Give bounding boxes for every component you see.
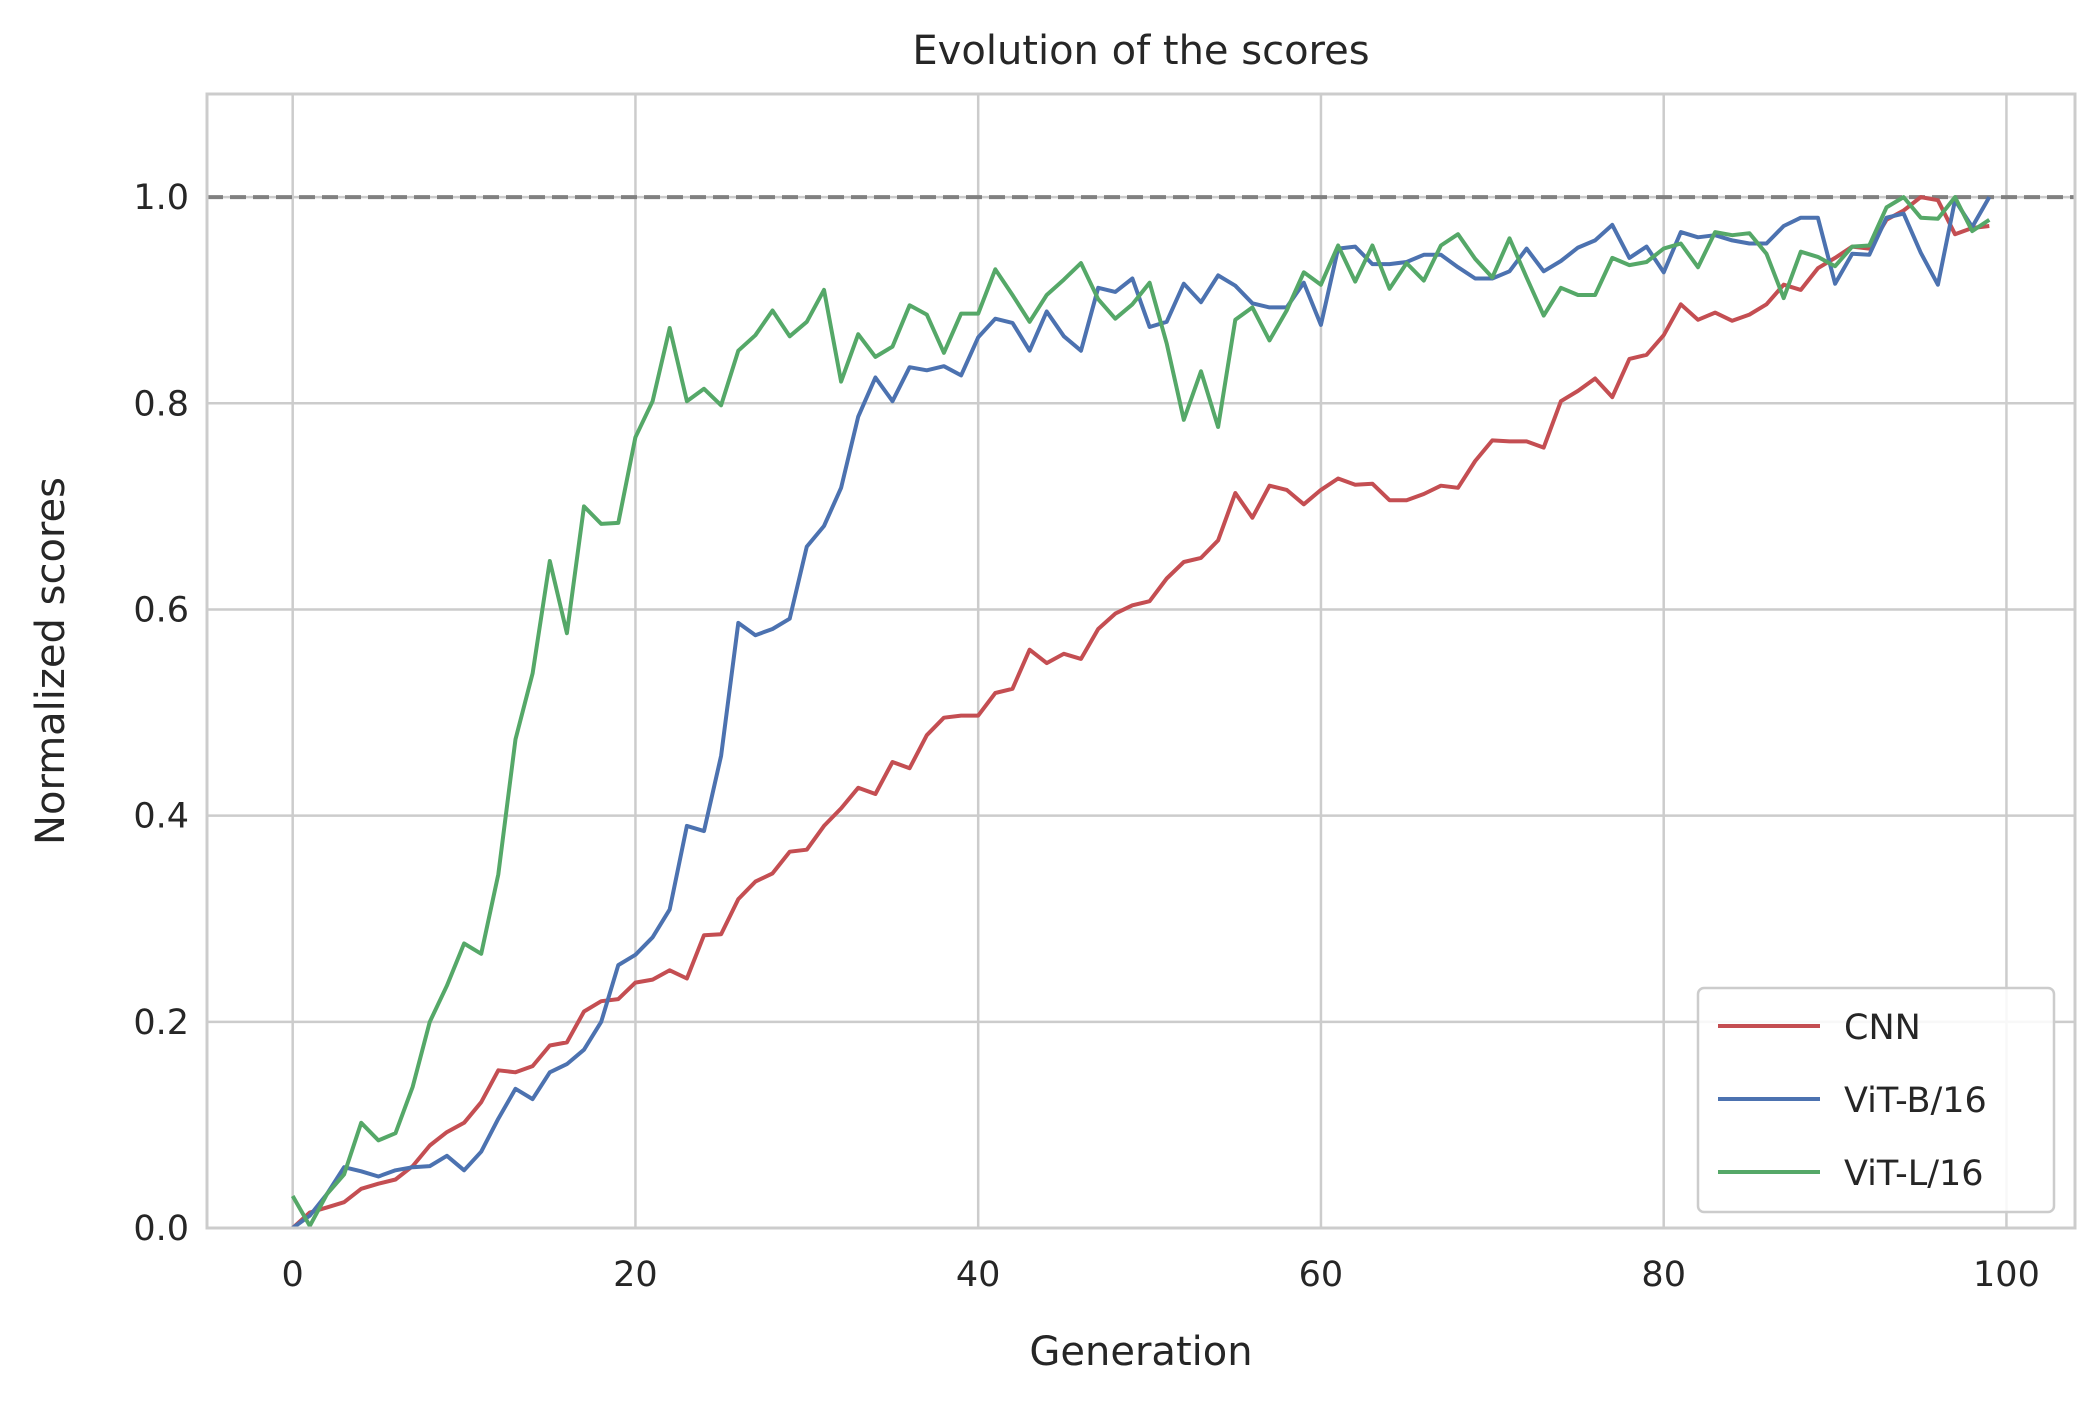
legend-label: ViT-B/16	[1844, 1081, 1987, 1121]
y-tick-label: 0.4	[133, 797, 189, 837]
series-line-vit-b-16	[291, 196, 1992, 1230]
x-tick-label: 60	[1299, 1255, 1344, 1295]
x-tick-label: 20	[613, 1255, 658, 1295]
plot-frame	[205, 92, 2077, 1230]
x-tick-label: 0	[282, 1255, 304, 1295]
x-axis-label: Generation	[1029, 1329, 1252, 1375]
legend-label: ViT-L/16	[1844, 1154, 1984, 1194]
x-tick-label: 80	[1641, 1255, 1686, 1295]
chart-title: Evolution of the scores	[912, 28, 1369, 74]
x-tick-label: 100	[1973, 1255, 2040, 1295]
legend-label: CNN	[1844, 1008, 1921, 1048]
series-line-cnn	[291, 195, 1990, 1230]
legend-box	[1696, 986, 2056, 1214]
legend: CNN ViT-B/16 ViT-L/16	[1696, 986, 2056, 1214]
series-line-vit-l-16	[290, 195, 1991, 1228]
y-tick-label: 0.8	[133, 384, 189, 424]
y-tick-label: 1.0	[133, 178, 189, 218]
x-axis-ticks: 0 20 40 60 80 100	[282, 1255, 2040, 1295]
y-axis-label: Normalized scores	[28, 477, 74, 845]
y-axis-ticks: 0.0 0.2 0.4 0.6 0.8 1.0	[133, 178, 189, 1249]
y-tick-label: 0.0	[133, 1209, 189, 1249]
y-tick-label: 0.6	[133, 590, 189, 630]
x-tick-label: 40	[956, 1255, 1001, 1295]
y-tick-label: 0.2	[133, 1003, 189, 1043]
series-lines	[290, 195, 1992, 1230]
